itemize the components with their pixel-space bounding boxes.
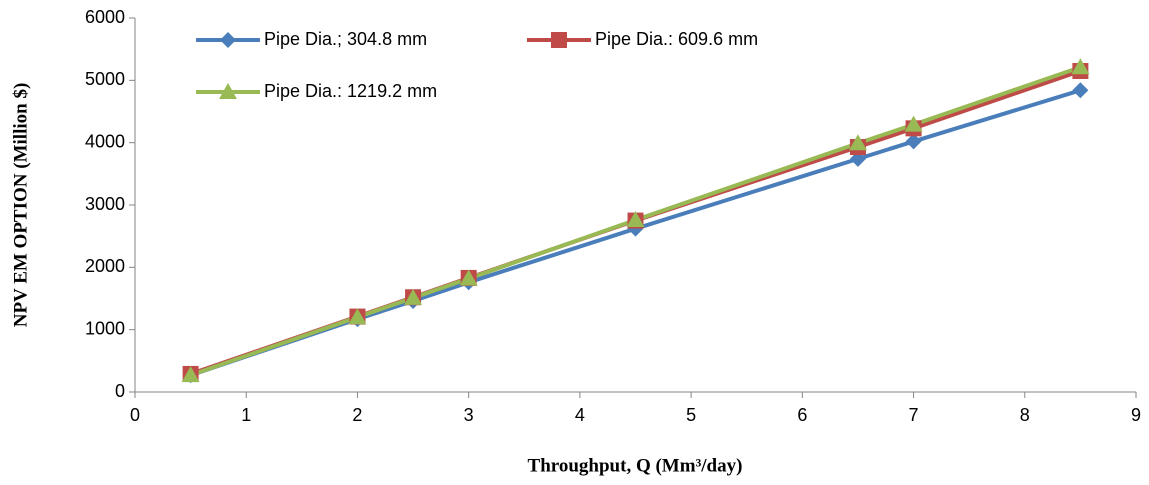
marker bbox=[348, 308, 367, 325]
marker bbox=[848, 134, 867, 151]
x-tick-label: 6 bbox=[797, 405, 807, 425]
marker bbox=[905, 133, 922, 150]
marker bbox=[1072, 82, 1089, 99]
x-tick-label: 8 bbox=[1020, 405, 1030, 425]
y-tick-label: 6000 bbox=[85, 7, 125, 27]
x-tick-label: 3 bbox=[464, 405, 474, 425]
y-tick-label: 4000 bbox=[85, 131, 125, 151]
marker bbox=[404, 288, 423, 305]
legend-marker bbox=[220, 32, 236, 48]
x-tick-label: 0 bbox=[130, 405, 140, 425]
x-tick-label: 1 bbox=[241, 405, 251, 425]
y-axis-title: NPV EM OPTION (Million $) bbox=[10, 83, 31, 328]
marker bbox=[181, 366, 200, 383]
x-tick-label: 5 bbox=[686, 405, 696, 425]
legend-marker bbox=[551, 32, 567, 48]
legend-label: Pipe Dia.: 609.6 mm bbox=[595, 29, 758, 49]
marker bbox=[904, 115, 923, 132]
y-tick-label: 1000 bbox=[85, 318, 125, 338]
marker bbox=[459, 269, 478, 286]
x-tick-label: 9 bbox=[1131, 405, 1141, 425]
marker bbox=[626, 210, 645, 227]
x-tick-label: 7 bbox=[909, 405, 919, 425]
legend-label: Pipe Dia.; 304.8 mm bbox=[264, 29, 427, 49]
legend-marker bbox=[219, 83, 237, 99]
y-tick-label: 5000 bbox=[85, 69, 125, 89]
y-tick-label: 0 bbox=[115, 381, 125, 401]
x-tick-label: 2 bbox=[352, 405, 362, 425]
y-tick-label: 2000 bbox=[85, 256, 125, 276]
x-tick-label: 4 bbox=[575, 405, 585, 425]
marker bbox=[1071, 58, 1090, 75]
y-tick-label: 3000 bbox=[85, 194, 125, 214]
x-axis-title: Throughput, Q (Mm³/day) bbox=[528, 455, 743, 476]
legend-label: Pipe Dia.: 1219.2 mm bbox=[264, 81, 437, 101]
series-line bbox=[189, 65, 1082, 378]
